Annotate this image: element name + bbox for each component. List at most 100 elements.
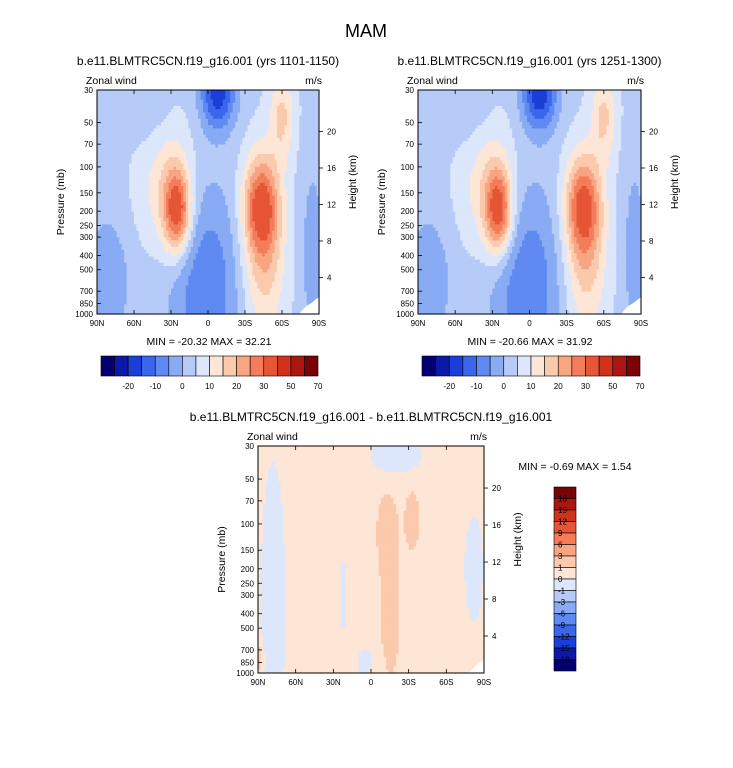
field-cell [267,198,271,203]
field-cell [111,246,115,251]
field-cell [109,234,113,238]
field-cell [264,214,268,219]
field-cell [134,99,138,104]
field-cell [134,243,138,248]
field-cell [168,214,172,219]
field-cell [279,198,283,203]
field-cell [138,218,142,222]
field-cell [106,160,110,165]
field-cell [225,150,229,155]
field-cell [262,205,266,209]
field-cell [153,246,157,251]
field-cell [210,96,214,101]
field-cell [215,125,219,129]
field-cell [240,96,244,101]
field-cell [252,221,256,225]
field-cell [272,99,276,104]
field-cell [111,93,115,97]
field-cell [138,250,142,254]
field-cell [242,163,246,168]
field-cell [156,118,160,123]
field-cell [227,144,231,149]
field-cell [301,221,305,225]
field-cell [272,134,276,139]
field-cell [131,144,135,149]
field-cell [274,102,278,107]
field-cell [153,150,157,155]
field-cell [277,128,281,133]
field-cell [286,131,290,136]
field-cell [129,186,133,190]
field-cell [269,138,273,142]
field-cell [309,112,313,117]
field-cell [148,259,152,264]
field-cell [180,195,184,200]
field-cell [249,234,253,238]
field-cell [114,214,118,219]
field-cell [156,144,160,149]
field-cell [205,160,209,165]
field-cell [180,198,184,203]
field-cell [148,240,152,245]
field-cell [217,125,221,129]
field-cell [183,253,187,257]
field-cell [146,134,150,139]
field-cell [188,163,192,168]
field-cell [235,176,239,181]
field-cell [217,170,221,174]
field-cell [220,144,224,149]
field-cell [237,109,241,113]
field-cell [153,256,157,261]
field-cell [158,176,162,181]
field-cell [304,147,308,152]
field-cell [97,208,101,213]
field-cell [252,147,256,152]
field-cell [156,179,160,184]
field-cell [111,166,115,171]
field-cell [269,253,273,257]
field-cell [208,150,212,155]
field-cell [101,115,105,120]
field-cell [227,240,231,245]
field-cell [264,227,268,232]
field-cell [217,96,221,101]
field-cell [262,154,266,158]
field-cell [168,208,172,213]
field-cell [99,96,103,101]
field-cell [240,170,244,174]
field-cell [148,96,152,101]
field-cell [208,195,212,200]
field-cell [104,106,108,110]
field-cell [289,227,293,232]
field-cell [188,243,192,248]
field-cell [262,102,266,107]
field-cell [99,195,103,200]
field-cell [240,122,244,126]
field-cell [262,237,266,241]
field-cell [178,227,182,232]
field-cell [267,246,271,251]
field-cell [141,250,145,254]
field-cell [272,141,276,145]
field-cell [99,128,103,133]
field-cell [279,218,283,222]
field-cell [282,150,286,155]
field-cell [111,227,115,232]
field-cell [249,106,253,110]
field-cell [272,128,276,133]
field-cell [171,134,175,139]
field-cell [282,99,286,104]
field-cell [304,131,308,136]
field-cell [153,259,157,264]
field-cell [208,234,212,238]
field-cell [237,211,241,216]
field-cell [262,186,266,190]
field-cell [151,154,155,158]
field-cell [131,170,135,174]
field-cell [311,262,315,267]
field-cell [254,150,258,155]
field-cell [156,250,160,254]
field-cell [198,154,202,158]
field-cell [183,230,187,235]
field-cell [188,208,192,213]
